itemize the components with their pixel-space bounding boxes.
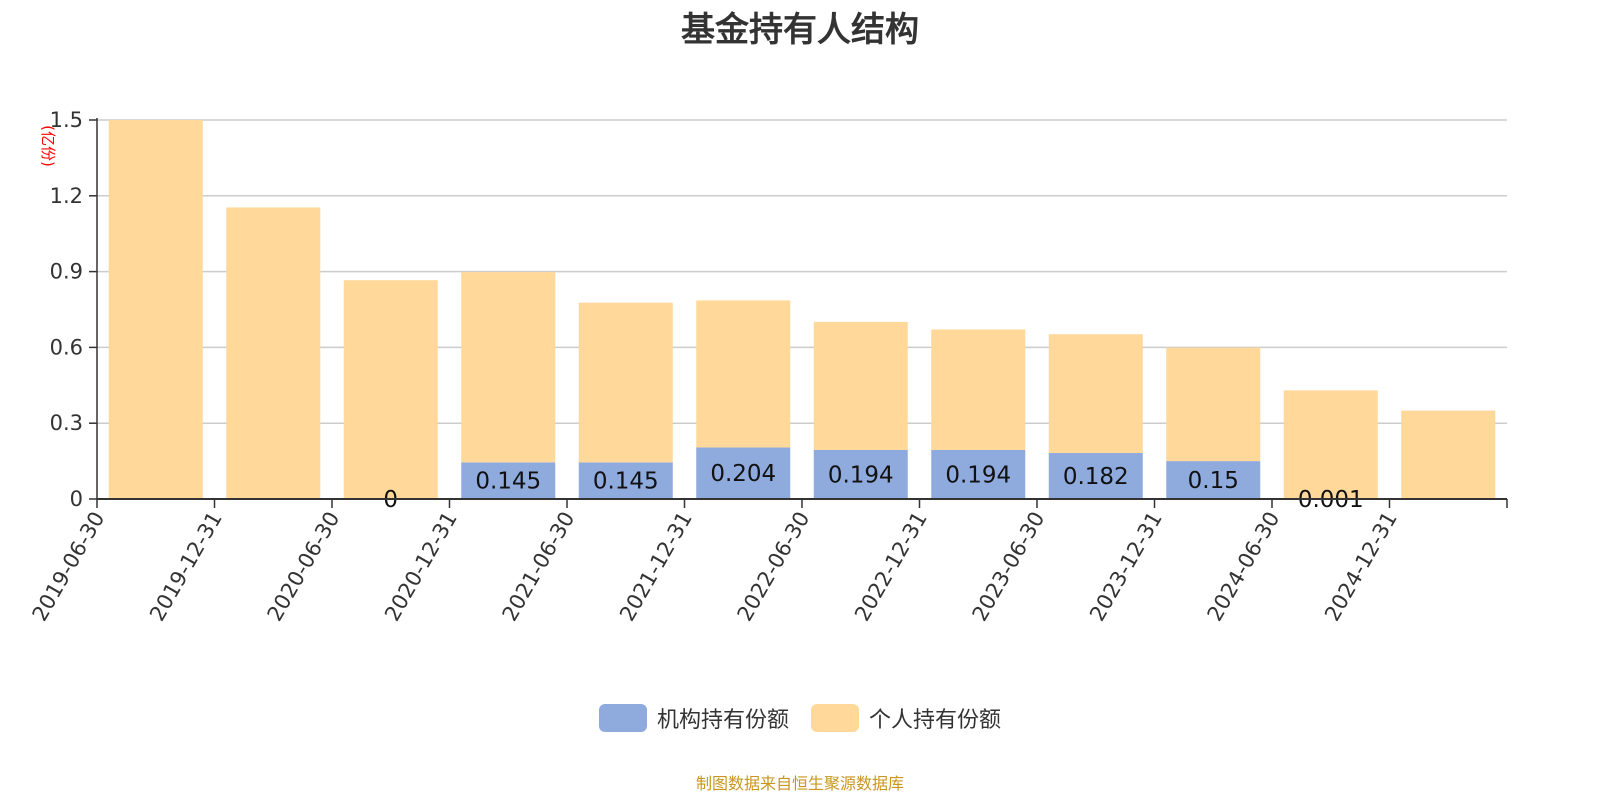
bar-individual	[1401, 410, 1496, 499]
bar-individual	[1166, 347, 1261, 462]
y-tick-label: 0.6	[50, 335, 83, 359]
y-tick-label: 0.9	[50, 260, 83, 284]
data-label-institutional: 0.145	[475, 469, 541, 495]
y-tick-label: 0	[70, 487, 83, 511]
bar-institutional	[813, 449, 908, 499]
x-tick-label: 2024-12-31	[1320, 508, 1402, 626]
y-axis-unit-label: (亿份)	[39, 125, 57, 167]
source-note: 制图数据来自恒生聚源数据库	[695, 774, 904, 793]
bar-institutional	[931, 449, 1026, 499]
bar-individual	[461, 272, 556, 463]
bar-institutional	[696, 447, 791, 499]
bar-individual	[696, 300, 791, 448]
x-tick-label: 2021-12-31	[615, 508, 697, 626]
x-tick-label: 2020-12-31	[380, 508, 462, 626]
bar-institutional	[1166, 461, 1261, 499]
bar-institutional	[1048, 453, 1143, 499]
data-label-institutional: 0.204	[710, 461, 776, 487]
bar-individual	[578, 302, 673, 463]
bar-institutional	[578, 462, 673, 499]
data-label-institutional: 0.15	[1188, 468, 1239, 494]
y-tick-label: 0.3	[50, 411, 83, 435]
x-tick-label: 2023-12-31	[1085, 508, 1167, 626]
bar-individual	[931, 329, 1026, 450]
x-tick-label: 2021-06-30	[498, 508, 580, 626]
legend-item-individual[interactable]: 个人持有份额	[811, 702, 1001, 734]
bar-individual	[1048, 334, 1143, 454]
data-label-institutional: 0.194	[945, 462, 1011, 488]
y-tick-label: 1.2	[50, 184, 83, 208]
legend-item-institutional[interactable]: 机构持有份额	[598, 702, 789, 734]
x-tick-label: 2022-12-31	[850, 508, 932, 626]
legend-label-individual: 个人持有份额	[869, 708, 1002, 733]
bar-individual	[343, 280, 438, 499]
data-label-institutional: 0.194	[828, 462, 894, 488]
x-tick-label: 2019-12-31	[145, 508, 227, 626]
bar-individual	[226, 207, 321, 499]
x-tick-label: 2022-06-30	[733, 508, 815, 626]
y-tick-label: 1.5	[50, 108, 83, 132]
bar-individual	[813, 321, 908, 450]
x-tick-label: 2024-06-30	[1203, 508, 1285, 626]
data-label-institutional: 0.182	[1063, 464, 1129, 490]
x-tick-label: 2019-06-30	[28, 508, 110, 626]
bar-institutional	[461, 462, 556, 499]
legend-swatch-institutional	[598, 704, 647, 732]
bar-individual	[108, 120, 203, 499]
legend: 机构持有份额 个人持有份额	[0, 702, 1600, 734]
x-tick-label: 2020-06-30	[263, 508, 345, 626]
chart-title: 基金持有人结构	[681, 10, 919, 50]
bar-individual	[1283, 390, 1378, 499]
data-label-institutional: 0.145	[593, 469, 659, 495]
x-tick-label: 2023-06-30	[968, 508, 1050, 626]
legend-label-institutional: 机构持有份额	[656, 708, 789, 733]
legend-swatch-individual	[811, 704, 859, 732]
